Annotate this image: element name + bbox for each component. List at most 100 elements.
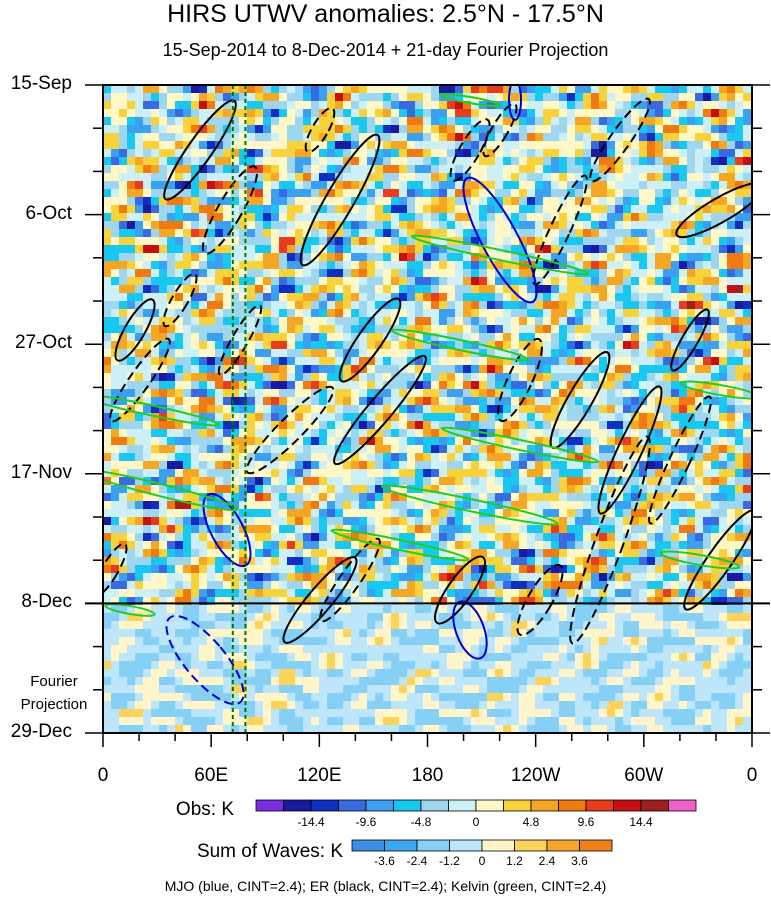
field-cell [639, 237, 648, 246]
field-cell [447, 205, 456, 214]
field-cell [215, 509, 224, 518]
field-cell [335, 173, 344, 182]
field-cell [551, 509, 560, 518]
field-cell [655, 293, 664, 302]
field-cell [527, 565, 536, 574]
field-cell [207, 501, 216, 510]
field-cell [263, 493, 272, 502]
field-cell [511, 189, 520, 198]
field-cell [103, 373, 112, 382]
field-cell [655, 197, 664, 206]
field-cell [127, 253, 136, 262]
field-cell [247, 389, 256, 398]
field-cell [151, 109, 160, 118]
field-cell [239, 173, 248, 182]
field-cell [727, 93, 736, 102]
field-cell [511, 229, 520, 238]
field-cell [407, 197, 416, 206]
field-cell [343, 501, 352, 510]
field-cell [239, 453, 248, 462]
field-cell [367, 205, 376, 214]
field-cell [495, 469, 504, 478]
field-cell [559, 181, 568, 190]
field-cell [271, 349, 280, 358]
field-cell [223, 445, 232, 454]
field-cell [551, 549, 560, 558]
field-cell [151, 221, 160, 230]
field-cell [207, 541, 216, 550]
field-cell [519, 245, 528, 254]
field-cell [351, 453, 360, 462]
field-cell [111, 125, 120, 134]
field-cell [695, 453, 704, 462]
field-cell [743, 469, 752, 478]
field-cell [191, 333, 200, 342]
field-cell [199, 437, 208, 446]
field-cell [247, 285, 256, 294]
field-cell [631, 245, 640, 254]
field-cell [327, 205, 336, 214]
field-cell [223, 173, 232, 182]
field-cell [719, 373, 728, 382]
field-cell [503, 541, 512, 550]
field-cell [175, 565, 184, 574]
field-cell [439, 421, 448, 430]
field-cell [495, 157, 504, 166]
field-cell [519, 173, 528, 182]
field-cell [519, 277, 528, 286]
field-cell [143, 165, 152, 174]
field-cell [631, 357, 640, 366]
field-cell [439, 277, 448, 286]
field-cell [399, 509, 408, 518]
field-cell [279, 269, 288, 278]
field-cell [743, 213, 752, 222]
field-cell [447, 221, 456, 230]
field-cell [335, 149, 344, 158]
field-cell [567, 445, 576, 454]
field-cell [199, 365, 208, 374]
field-cell [327, 253, 336, 262]
field-cell [167, 365, 176, 374]
field-cell [503, 373, 512, 382]
field-cell [143, 493, 152, 502]
field-cell [575, 221, 584, 230]
field-cell [535, 157, 544, 166]
field-cell [583, 413, 592, 422]
field-cell [559, 197, 568, 206]
field-cell [287, 229, 296, 238]
field-cell [391, 309, 400, 318]
field-cell [487, 349, 496, 358]
field-cell [607, 245, 616, 254]
field-cell [519, 93, 528, 102]
field-cell [543, 533, 552, 542]
field-cell [175, 213, 184, 222]
field-cell [159, 213, 168, 222]
field-cell [303, 533, 312, 542]
field-cell [303, 509, 312, 518]
field-cell [359, 541, 368, 550]
field-cell [263, 317, 272, 326]
field-cell [215, 301, 224, 310]
field-cell [647, 493, 656, 502]
field-cell [687, 229, 696, 238]
field-cell [119, 181, 128, 190]
field-cell [663, 125, 672, 134]
field-cell [311, 357, 320, 366]
field-cell [215, 469, 224, 478]
field-cell [159, 181, 168, 190]
field-cell [199, 349, 208, 358]
field-cell [551, 253, 560, 262]
field-cell [575, 245, 584, 254]
field-cell [295, 197, 304, 206]
field-cell [103, 429, 112, 438]
field-cell [383, 453, 392, 462]
field-cell [151, 189, 160, 198]
field-cell [479, 517, 488, 526]
field-cell [375, 277, 384, 286]
field-cell [671, 565, 680, 574]
field-cell [615, 365, 624, 374]
field-cell [431, 245, 440, 254]
field-cell [471, 261, 480, 270]
field-cell [151, 501, 160, 510]
field-cell [543, 181, 552, 190]
